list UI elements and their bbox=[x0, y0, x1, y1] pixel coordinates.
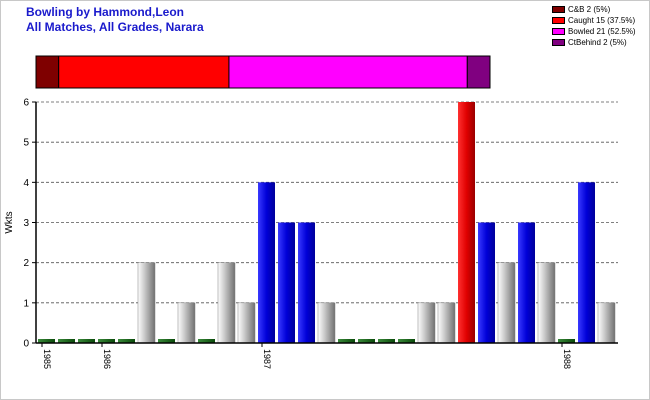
bar bbox=[98, 339, 115, 343]
legend-item-caught: Caught 15 (37.5%) bbox=[552, 15, 636, 26]
bar bbox=[118, 339, 135, 343]
bar bbox=[597, 302, 616, 344]
legend-swatch-bowled bbox=[552, 28, 565, 35]
y-tick-label: 6 bbox=[23, 98, 29, 109]
bar bbox=[177, 302, 196, 344]
y-tick-label: 3 bbox=[23, 218, 29, 229]
bar bbox=[497, 262, 516, 344]
bar bbox=[537, 262, 556, 344]
bar bbox=[398, 339, 415, 343]
legend: C&B 2 (5%) Caught 15 (37.5%) Bowled 21 (… bbox=[552, 4, 636, 48]
x-date-labels: 1985 1986 1987 1988 bbox=[41, 343, 572, 369]
legend-item-cb: C&B 2 (5%) bbox=[552, 4, 636, 15]
bar bbox=[518, 222, 535, 343]
bar bbox=[258, 182, 275, 343]
bar bbox=[58, 339, 75, 343]
bar bbox=[38, 339, 55, 343]
breakdown-segment-bowled bbox=[228, 55, 468, 89]
bar bbox=[358, 339, 375, 343]
bar bbox=[78, 339, 95, 343]
x-date-label: 1987 bbox=[262, 349, 272, 369]
legend-swatch-caught bbox=[552, 17, 565, 24]
bar bbox=[437, 302, 456, 344]
axes bbox=[32, 101, 618, 344]
bar bbox=[417, 302, 436, 344]
legend-label-bowled: Bowled 21 (52.5%) bbox=[568, 27, 636, 36]
bars bbox=[38, 102, 616, 344]
bar bbox=[137, 262, 156, 344]
bar bbox=[217, 262, 236, 344]
bar bbox=[198, 339, 215, 343]
bar bbox=[278, 222, 295, 343]
legend-swatch-cb bbox=[552, 6, 565, 13]
breakdown-segment-ctbehind bbox=[466, 55, 491, 89]
bar bbox=[558, 339, 575, 343]
bar bbox=[458, 102, 475, 343]
bar bbox=[578, 182, 595, 343]
bar bbox=[317, 302, 336, 344]
chart-subtitle: All Matches, All Grades, Narara bbox=[26, 20, 204, 34]
legend-item-bowled: Bowled 21 (52.5%) bbox=[552, 26, 636, 37]
breakdown-segment-caught bbox=[58, 55, 230, 89]
dismissal-breakdown-bar bbox=[35, 55, 491, 89]
breakdown-segment-cb bbox=[35, 55, 60, 89]
bar bbox=[237, 302, 256, 344]
chart-title: Bowling by Hammond,Leon bbox=[26, 5, 184, 19]
y-tick-label: 2 bbox=[23, 258, 29, 269]
legend-swatch-ctbehind bbox=[552, 39, 565, 46]
legend-label-cb: C&B 2 (5%) bbox=[568, 5, 611, 14]
bar bbox=[378, 339, 395, 343]
x-date-label: 1988 bbox=[562, 349, 572, 369]
legend-label-caught: Caught 15 (37.5%) bbox=[568, 16, 636, 25]
y-tick-label: 0 bbox=[23, 339, 29, 350]
bar bbox=[158, 339, 175, 343]
legend-item-ctbehind: CtBehind 2 (5%) bbox=[552, 37, 636, 48]
bar bbox=[298, 222, 315, 343]
legend-label-ctbehind: CtBehind 2 (5%) bbox=[568, 38, 627, 47]
bar bbox=[338, 339, 355, 343]
y-tick-labels: 0 1 2 3 4 5 6 bbox=[23, 98, 29, 350]
y-tick-label: 5 bbox=[23, 138, 29, 149]
y-tick-label: 4 bbox=[23, 178, 29, 189]
x-date-label: 1985 bbox=[42, 349, 52, 369]
y-axis-label: Wkts bbox=[4, 211, 15, 233]
x-date-label: 1986 bbox=[102, 349, 112, 369]
y-tick-label: 1 bbox=[23, 298, 29, 309]
bar bbox=[478, 222, 495, 343]
